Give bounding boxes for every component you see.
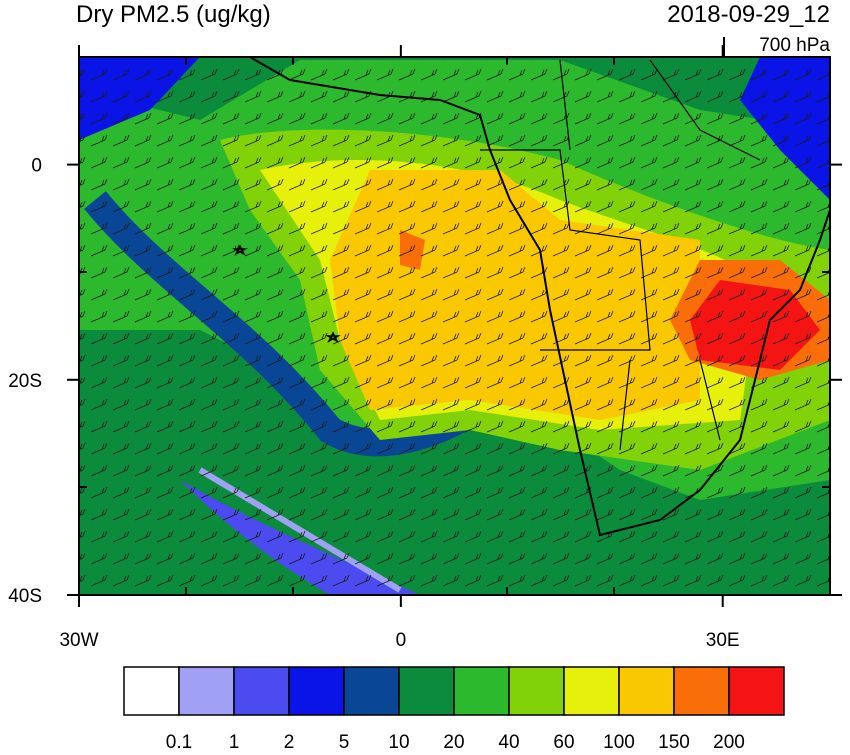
y-tick-label: 20S [8,371,42,392]
colorbar-box [563,666,620,716]
colorbar-box [178,666,235,716]
y-tick-label: 40S [8,586,42,607]
frame-ticks [79,56,830,595]
colorbar-box [398,666,455,716]
x-tick-label: 30W [59,630,98,651]
colorbar-label: 1 [229,732,240,750]
colorbar-label: 40 [498,732,519,750]
x-tick-label: 0 [396,630,407,651]
colorbar-box [453,666,510,716]
x-tick-label: 30E [706,630,740,651]
colorbar-label: 2 [284,732,295,750]
colorbar-label: 10 [388,732,409,750]
level: 700 hPa [759,35,830,56]
colorbar-box [343,666,400,716]
map-field [79,57,830,595]
colorbar-box [508,666,565,716]
y-tick-label: 0 [31,156,42,177]
date: 2018-09-29_12 [667,1,830,28]
colorbar-label: 5 [339,732,350,750]
colorbar-box [728,666,785,716]
map-frame [78,56,831,596]
colorbar-label: 0.1 [166,732,192,750]
colorbar-box [288,666,345,716]
title: Dry PM2.5 (ug/kg) [76,1,271,28]
colorbar-label: 100 [603,732,635,750]
colorbar-box [233,666,290,716]
colorbar-box [123,666,180,716]
colorbar-label: 150 [658,732,690,750]
colorbar-label: 60 [553,732,574,750]
colorbar-box [618,666,675,716]
colorbar-label: 20 [443,732,464,750]
colorbar-label: 200 [713,732,745,750]
colorbar-box [673,666,730,716]
